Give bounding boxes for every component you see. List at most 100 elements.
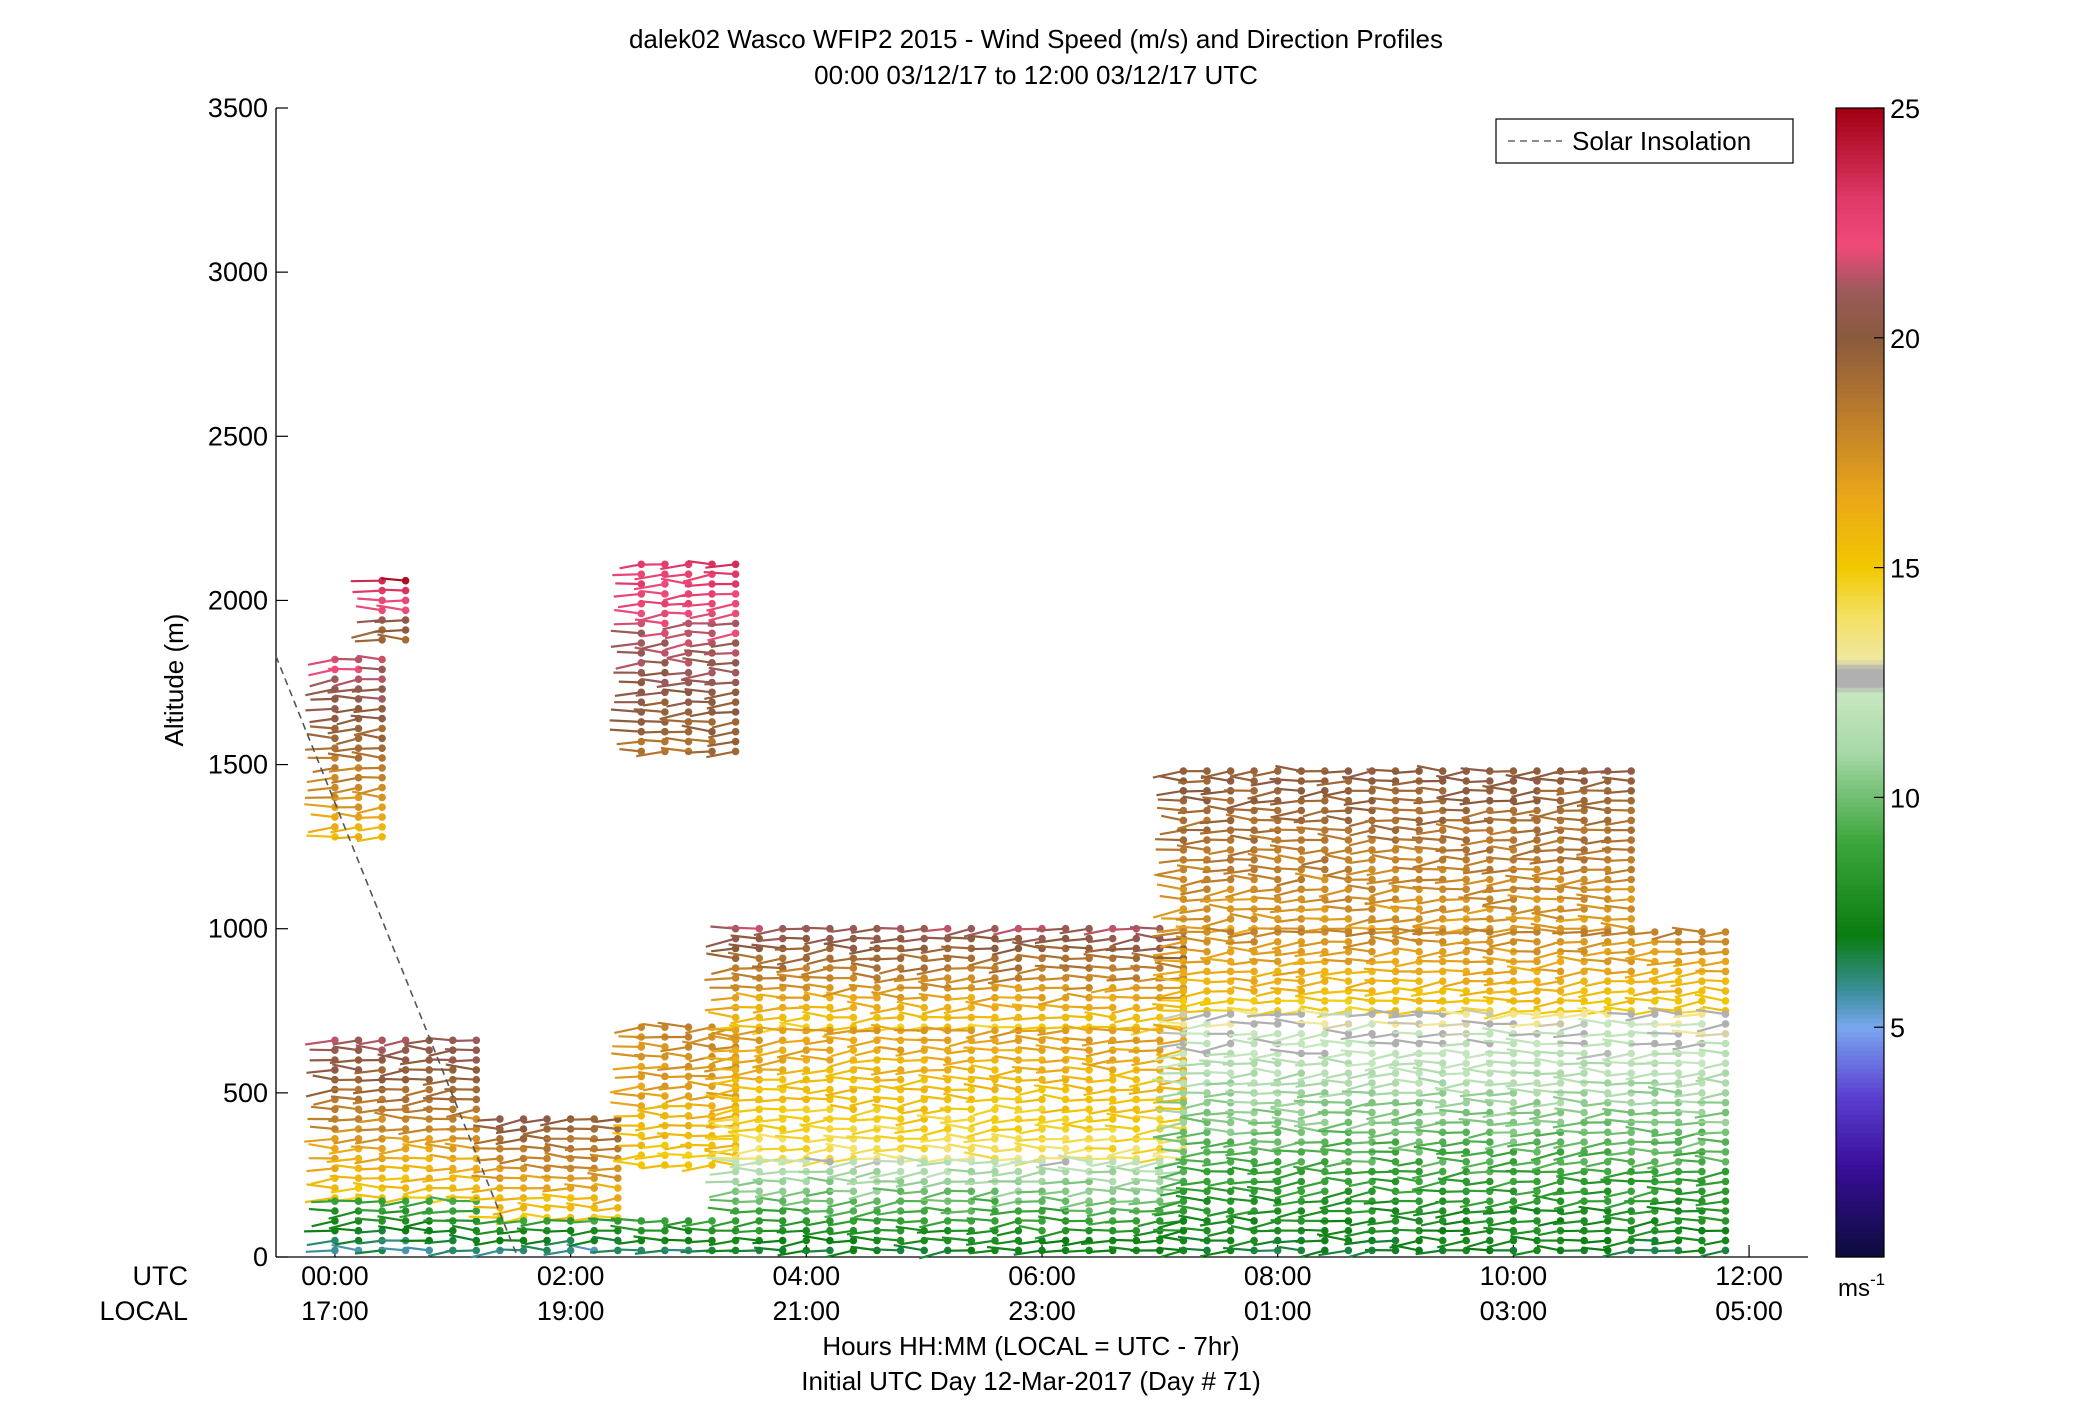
wind-vector-point xyxy=(991,954,999,963)
wind-vector-point xyxy=(731,708,740,716)
wind-vector-shaft xyxy=(1200,878,1231,884)
wind-vector-point xyxy=(1391,826,1400,834)
wind-vector-shaft xyxy=(1487,1069,1514,1075)
wind-vector-point xyxy=(1556,865,1565,874)
wind-vector-point xyxy=(991,1066,999,1074)
wind-vector-point xyxy=(684,659,693,667)
wind-vector-point xyxy=(1721,1079,1730,1087)
wind-vector-shaft xyxy=(376,604,406,612)
wind-vector-point xyxy=(1580,806,1588,815)
wind-vector-point xyxy=(1108,1115,1117,1123)
wind-vector-shaft xyxy=(1532,1119,1561,1124)
wind-vector-point xyxy=(1486,846,1494,854)
wind-vector-shaft xyxy=(1152,770,1184,779)
wind-vector-shaft xyxy=(1556,896,1585,901)
wind-vector-shaft xyxy=(1412,925,1443,930)
wind-vector-shaft xyxy=(1346,1121,1373,1131)
wind-vector-point xyxy=(1226,767,1235,775)
wind-vector-shaft xyxy=(1206,1022,1231,1028)
wind-vector-shaft xyxy=(850,1058,878,1064)
wind-vector-shaft xyxy=(1554,1090,1585,1094)
wind-vector-shaft xyxy=(352,589,383,594)
wind-vector-point xyxy=(1603,1197,1612,1205)
wind-vector-shaft xyxy=(1175,1194,1208,1203)
wind-vector-point xyxy=(684,668,693,677)
wind-vector-point xyxy=(1321,967,1329,976)
wind-vector-shaft xyxy=(1582,950,1608,958)
wind-vector-shaft xyxy=(1653,1052,1679,1056)
wind-vector-point xyxy=(1344,928,1353,936)
wind-vector-shaft xyxy=(1320,1219,1349,1223)
wind-vector-shaft xyxy=(1559,1062,1585,1066)
wind-vector-point xyxy=(1038,1197,1046,1205)
wind-vector-point xyxy=(1321,875,1329,884)
wind-vector-point xyxy=(778,1013,787,1022)
wind-vector-point xyxy=(920,1046,928,1054)
wind-vector-point xyxy=(1273,1108,1282,1117)
wind-vector-point xyxy=(1250,938,1258,946)
wind-vector-shaft xyxy=(1204,936,1231,943)
wind-vector-shaft xyxy=(1041,1180,1066,1185)
wind-vector-shaft xyxy=(1176,864,1208,871)
wind-vector-point xyxy=(1344,1187,1353,1196)
wind-vector-point xyxy=(1368,947,1376,956)
wind-vector-point xyxy=(590,1194,598,1202)
wind-vector-shaft xyxy=(333,1137,359,1145)
wind-vector-point xyxy=(1085,934,1093,943)
wind-vector-point xyxy=(354,803,363,811)
wind-vector-point xyxy=(401,636,410,644)
wind-vector-shaft xyxy=(1248,1052,1278,1061)
wind-vector-shaft xyxy=(1250,888,1278,893)
wind-vector-point xyxy=(1321,1020,1329,1028)
wind-vector-shaft xyxy=(779,1085,807,1091)
wind-vector-point xyxy=(1721,967,1730,976)
wind-vector-point xyxy=(1179,1079,1188,1087)
wind-vector-shaft xyxy=(1390,1214,1420,1222)
wind-vector-point xyxy=(1438,947,1447,956)
wind-vector-shaft xyxy=(1129,1160,1161,1172)
wind-vector-shaft xyxy=(1582,1042,1608,1048)
wind-vector-point xyxy=(1108,1158,1117,1166)
wind-vector-point xyxy=(1061,1125,1070,1133)
wind-vector-shaft xyxy=(398,1127,430,1136)
wind-vector-shaft xyxy=(311,1219,336,1228)
wind-vector-shaft xyxy=(1396,825,1420,832)
wind-vector-shaft xyxy=(1085,1228,1113,1232)
wind-vector-point xyxy=(1391,957,1400,966)
wind-vector-point xyxy=(1273,1197,1282,1205)
wind-vector-point xyxy=(1698,1089,1706,1097)
wind-vector-shaft xyxy=(1441,1072,1467,1076)
wind-vector-shaft xyxy=(1603,1060,1632,1065)
wind-vector-shaft xyxy=(732,1058,760,1065)
wind-vector-shaft xyxy=(1505,1169,1538,1173)
wind-vector-shaft xyxy=(444,1142,477,1150)
wind-vector-shaft xyxy=(588,1167,618,1172)
wind-vector-shaft xyxy=(1157,774,1184,783)
wind-vector-point xyxy=(1462,836,1470,844)
wind-vector-shaft xyxy=(448,1167,477,1175)
wind-vector-point xyxy=(1061,924,1070,933)
wind-vector-point xyxy=(1156,1158,1164,1166)
wind-vector-shaft xyxy=(1483,970,1514,976)
wind-vector-point xyxy=(1627,905,1635,913)
wind-vector-shaft xyxy=(1084,1137,1113,1143)
wind-vector-point xyxy=(472,1085,481,1094)
colorbar-swatch xyxy=(1836,379,1884,385)
wind-vector-shaft xyxy=(1646,1185,1679,1193)
wind-vector-point xyxy=(1721,1128,1730,1137)
wind-vector-shaft xyxy=(1276,867,1302,871)
wind-vector-shaft xyxy=(684,688,713,694)
colorbar-swatch xyxy=(1836,1027,1884,1033)
wind-vector-shaft xyxy=(776,967,807,974)
wind-vector-shaft xyxy=(708,666,736,674)
wind-vector-shaft xyxy=(610,1217,642,1222)
wind-vector-shaft xyxy=(1490,1150,1514,1158)
wind-vector-shaft xyxy=(965,1000,996,1009)
wind-vector-shaft xyxy=(1154,961,1184,970)
colorbar-swatch xyxy=(1836,935,1884,941)
wind-vector-shaft xyxy=(661,718,689,723)
wind-vector-point xyxy=(708,609,716,618)
wind-vector-shaft xyxy=(1038,1156,1066,1160)
wind-vector-shaft xyxy=(1655,996,1679,1002)
wind-vector-shaft xyxy=(921,1045,948,1052)
